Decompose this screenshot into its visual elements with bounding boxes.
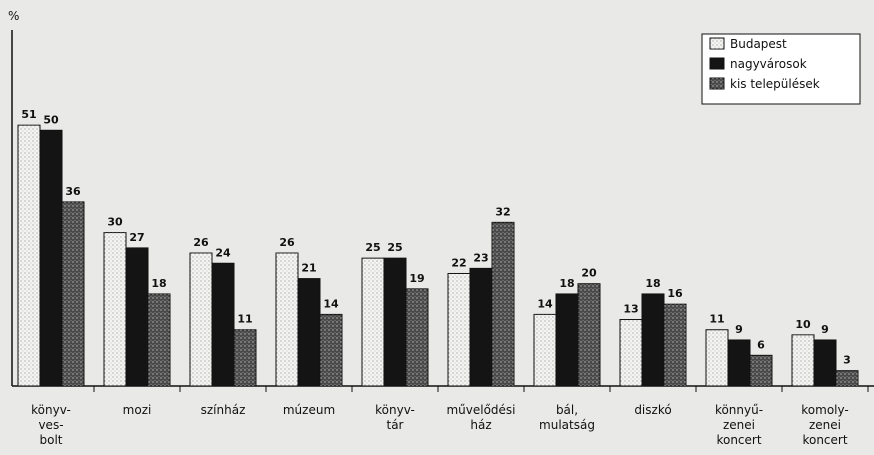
bar xyxy=(103,232,127,387)
bar xyxy=(233,329,257,387)
value-label: 9 xyxy=(821,323,829,336)
bar xyxy=(835,370,859,387)
value-label: 18 xyxy=(559,277,574,290)
value-label: 30 xyxy=(107,216,123,229)
value-label: 16 xyxy=(667,287,683,300)
value-label: 6 xyxy=(757,338,765,351)
bar xyxy=(147,293,171,387)
value-label: 10 xyxy=(795,318,811,331)
value-label: 32 xyxy=(495,205,510,218)
bar xyxy=(125,247,149,387)
value-label: 21 xyxy=(301,262,316,275)
x-tick-label: könyv-ves-bolt xyxy=(31,403,71,447)
bar xyxy=(727,339,751,387)
value-label: 25 xyxy=(387,241,402,254)
legend xyxy=(701,33,861,105)
bar xyxy=(405,288,429,387)
value-label: 11 xyxy=(709,313,724,326)
value-label: 51 xyxy=(21,108,36,121)
bar xyxy=(361,257,385,387)
x-tick-label: könnyű-zenei koncert xyxy=(715,403,763,447)
bar xyxy=(189,252,213,387)
x-tick-label: komoly-zenei koncert xyxy=(801,403,848,447)
x-tick-label: művelődési ház xyxy=(446,403,515,432)
bar xyxy=(533,313,557,387)
legend-label: Budapest xyxy=(730,37,787,51)
value-label: 26 xyxy=(193,236,209,249)
x-tick-label: mozi xyxy=(123,403,152,417)
legend-label: kis települések xyxy=(730,77,820,91)
bar xyxy=(749,354,773,387)
legend-swatch xyxy=(709,57,725,70)
bar xyxy=(39,129,63,387)
value-label: 18 xyxy=(645,277,660,290)
value-label: 36 xyxy=(65,185,81,198)
value-label: 19 xyxy=(409,272,424,285)
bar xyxy=(491,221,515,387)
value-label: 27 xyxy=(129,231,144,244)
y-axis-label: % xyxy=(8,9,19,23)
bar xyxy=(555,293,579,387)
bar xyxy=(813,339,837,387)
value-label: 14 xyxy=(537,297,553,310)
value-label: 50 xyxy=(43,113,59,126)
value-label: 3 xyxy=(843,354,851,367)
value-label: 26 xyxy=(279,236,295,249)
bar xyxy=(319,313,343,387)
bar xyxy=(211,262,235,387)
value-label: 22 xyxy=(451,256,466,269)
value-label: 11 xyxy=(237,313,252,326)
bar xyxy=(275,252,299,387)
bar xyxy=(577,283,601,387)
legend-swatch-texture xyxy=(710,38,724,49)
bar xyxy=(383,257,407,387)
x-tick-label: színház xyxy=(201,403,246,417)
value-label: 23 xyxy=(473,251,488,264)
bar xyxy=(297,278,321,387)
legend-swatch-texture xyxy=(710,78,724,89)
bar xyxy=(641,293,665,387)
value-label: 18 xyxy=(151,277,166,290)
value-label: 14 xyxy=(323,297,339,310)
bar xyxy=(663,303,687,387)
value-label: 24 xyxy=(215,246,231,259)
x-tick-label: diszkó xyxy=(634,403,671,417)
bar xyxy=(17,124,41,387)
bar xyxy=(469,267,493,387)
bar xyxy=(61,201,85,387)
value-label: 25 xyxy=(365,241,380,254)
x-tick-label: múzeum xyxy=(283,403,335,417)
bar xyxy=(619,319,643,387)
bar xyxy=(447,272,471,387)
bar xyxy=(791,334,815,387)
value-label: 13 xyxy=(623,303,638,316)
x-tick-label: bál, mulatság xyxy=(539,403,595,432)
bar xyxy=(705,329,729,387)
value-label: 20 xyxy=(581,267,597,280)
value-label: 9 xyxy=(735,323,743,336)
x-tick-label: könyv-tár xyxy=(375,403,415,432)
legend-label: nagyvárosok xyxy=(730,57,807,71)
